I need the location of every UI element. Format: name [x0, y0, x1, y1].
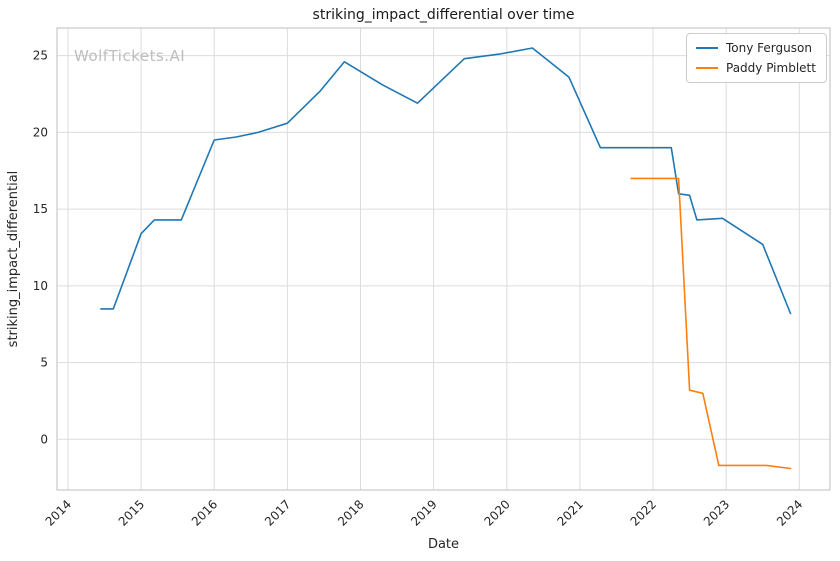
legend-item-paddy-pimblett: Paddy Pimblett	[696, 61, 817, 75]
legend-line-swatch	[696, 47, 718, 49]
x-tick-label: 2021	[555, 497, 586, 528]
legend-label: Paddy Pimblett	[726, 61, 816, 75]
x-tick-label: 2024	[774, 497, 805, 528]
x-tick-label: 2015	[116, 497, 147, 528]
y-tick-label: 5	[40, 356, 48, 370]
y-tick-label: 25	[33, 49, 48, 63]
plot-background	[57, 28, 830, 490]
chart-title: striking_impact_differential over time	[312, 7, 575, 23]
legend: Tony Ferguson Paddy Pimblett	[686, 33, 827, 83]
series-line-tony-ferguson	[100, 47, 792, 315]
series-line-paddy-pimblett	[630, 177, 792, 470]
y-tick-label: 15	[33, 202, 48, 216]
plot-border	[56, 27, 831, 491]
legend-label: Tony Ferguson	[726, 41, 812, 55]
watermark: WolfTickets.AI	[74, 47, 186, 65]
y-axis-label: striking_impact_differential	[6, 170, 21, 348]
x-axis-label: Date	[427, 537, 460, 552]
x-tick-label: 2017	[262, 497, 293, 528]
x-tick-label: 2016	[189, 497, 220, 528]
y-tick-label: 0	[40, 432, 48, 446]
y-tick-label: 20	[33, 125, 48, 139]
x-tick-label: 2022	[628, 497, 659, 528]
x-tick-label: 2023	[701, 497, 732, 528]
legend-item-tony-ferguson: Tony Ferguson	[696, 41, 817, 55]
x-tick-label: 2018	[335, 497, 366, 528]
legend-line-swatch	[696, 67, 718, 69]
x-tick-label: 2014	[43, 497, 74, 528]
x-tick-label: 2020	[481, 497, 512, 528]
x-tick-label: 2019	[408, 497, 439, 528]
y-tick-label: 10	[33, 279, 48, 293]
